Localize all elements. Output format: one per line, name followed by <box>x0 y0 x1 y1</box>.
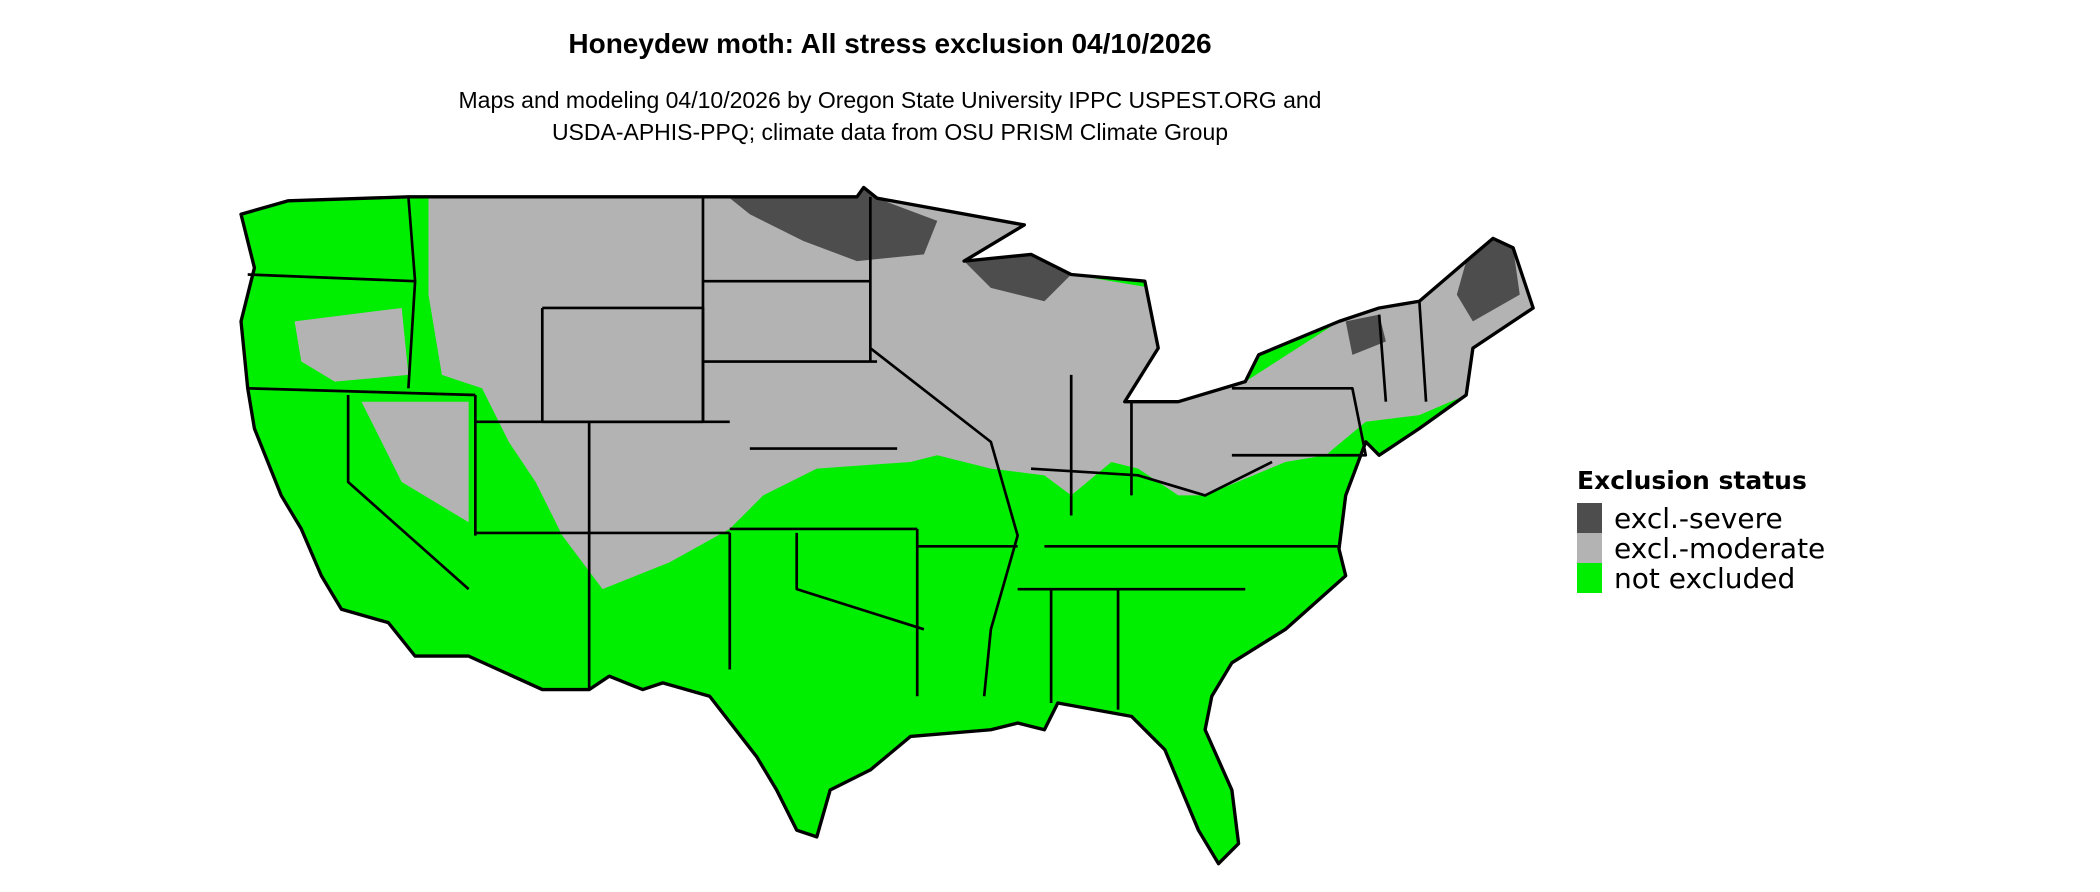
subtitle-line-1: Maps and modeling 04/10/2026 by Oregon S… <box>458 87 1322 113</box>
severe-exclusion-minnesota <box>729 187 938 262</box>
severe-exclusion-adirondacks <box>1345 314 1386 355</box>
legend-item-moderate: excl.-moderate <box>1577 531 1826 565</box>
map-subtitle: Maps and modeling 04/10/2026 by Oregon S… <box>0 84 1780 148</box>
severe-exclusion-maine <box>1456 238 1520 322</box>
legend-title: Exclusion status <box>1577 466 1807 495</box>
moderate-exclusion-patch-nevada <box>361 401 469 523</box>
legend-item-not-excluded: not excluded <box>1577 561 1825 595</box>
legend-swatch-moderate <box>1577 533 1602 563</box>
map-title: Honeydew moth: All stress exclusion 04/1… <box>568 28 1212 59</box>
legend-item-severe: excl.-severe <box>1577 501 1825 535</box>
legend: Exclusion status excl.-severe excl.-mode… <box>1577 466 1826 595</box>
legend-label: excl.-severe <box>1614 501 1783 535</box>
subtitle-line-2: USDA-APHIS-PPQ; climate data from OSU PR… <box>551 119 1229 145</box>
legend-label: not excluded <box>1614 561 1796 595</box>
severe-exclusion-michigan-up <box>964 254 1072 302</box>
state-boundaries <box>239 185 1535 866</box>
moderate-exclusion-patch-oregon <box>294 307 409 382</box>
moderate-exclusion-region <box>428 196 1534 590</box>
legend-swatch-severe <box>1577 503 1602 533</box>
legend-label: excl.-moderate <box>1614 531 1826 565</box>
legend-swatch-not-excluded <box>1577 563 1602 593</box>
